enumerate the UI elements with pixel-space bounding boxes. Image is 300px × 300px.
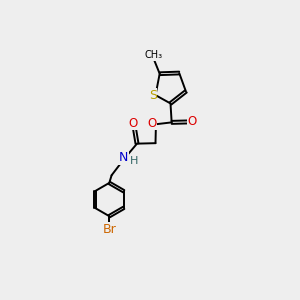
Text: O: O <box>188 116 197 128</box>
Text: CH₃: CH₃ <box>145 50 163 60</box>
Text: S: S <box>149 88 157 102</box>
Text: O: O <box>128 117 138 130</box>
Text: O: O <box>147 117 157 130</box>
Text: H: H <box>130 156 138 167</box>
Text: N: N <box>119 151 128 164</box>
Text: Br: Br <box>102 223 116 236</box>
